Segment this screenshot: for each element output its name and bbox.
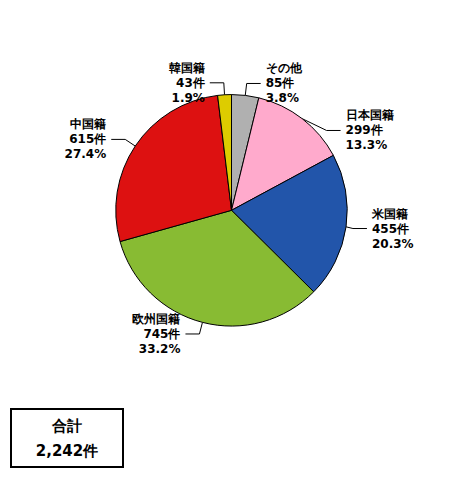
svg-text:20.3%: 20.3% — [372, 237, 414, 251]
svg-text:745件: 745件 — [143, 327, 180, 341]
svg-text:合計: 合計 — [51, 417, 82, 435]
svg-text:日本国籍: 日本国籍 — [346, 108, 394, 122]
svg-text:85件: 85件 — [266, 76, 295, 90]
svg-text:27.4%: 27.4% — [65, 147, 107, 161]
svg-text:13.3%: 13.3% — [346, 138, 388, 152]
svg-text:43件: 43件 — [176, 76, 205, 90]
svg-text:中国籍: 中国籍 — [70, 117, 106, 131]
svg-text:欧州国籍: 欧州国籍 — [132, 312, 180, 326]
svg-text:2,242件: 2,242件 — [36, 442, 98, 460]
svg-text:615件: 615件 — [69, 132, 106, 146]
svg-text:33.2%: 33.2% — [139, 342, 181, 356]
svg-text:韓国籍: 韓国籍 — [169, 61, 205, 75]
svg-text:その他: その他 — [266, 61, 303, 75]
svg-text:455件: 455件 — [372, 222, 409, 236]
svg-text:299件: 299件 — [346, 123, 383, 137]
svg-text:1.9%: 1.9% — [172, 91, 205, 105]
svg-text:3.8%: 3.8% — [266, 91, 299, 105]
svg-text:米国籍: 米国籍 — [371, 207, 408, 221]
